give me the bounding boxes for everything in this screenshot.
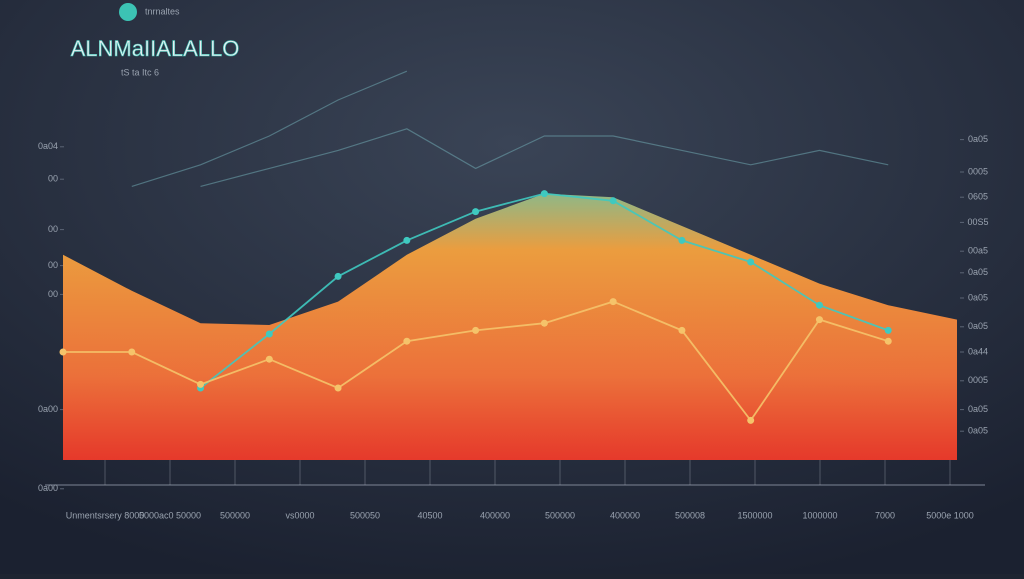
x-tick-label: 5000ac0 50000: [139, 510, 201, 520]
point: [747, 258, 755, 266]
x-tick-label: 500008: [675, 510, 705, 520]
y-tick-label: 0a04: [38, 141, 58, 151]
point: [197, 380, 205, 388]
point: [609, 197, 617, 205]
x-tick-label: 1500000: [737, 510, 772, 520]
x-tick-label: 500000: [545, 510, 575, 520]
point: [403, 236, 411, 244]
x-tick-label: 500050: [350, 510, 380, 520]
point: [59, 348, 67, 356]
y2-tick-label: 0a05: [968, 134, 988, 144]
x-tick-label: 400000: [610, 510, 640, 520]
y2-tick-label: 0a44: [968, 346, 988, 356]
point: [678, 326, 686, 334]
point: [815, 316, 823, 324]
point: [609, 298, 617, 306]
line: [200, 128, 889, 187]
point: [472, 208, 480, 216]
point: [472, 326, 480, 334]
y2-tick-label: 0005: [968, 166, 988, 176]
point: [540, 190, 548, 198]
y2-tick-label: 0a05: [968, 404, 988, 414]
y-tick-label: 00: [48, 174, 58, 184]
y-tick-label: 0a00: [38, 404, 58, 414]
x-tick-label: Unmentsrsery 8000: [66, 510, 145, 520]
x-tick-label: 400000: [480, 510, 510, 520]
chart-title: ALNMaIIALALLO: [71, 36, 240, 61]
line: [131, 70, 408, 187]
point: [884, 337, 892, 345]
x-tick-label: 7000: [875, 510, 895, 520]
point: [403, 337, 411, 345]
top-label: tnrnaltes: [145, 6, 180, 16]
x-tick-label: 40500: [417, 510, 442, 520]
x-tick-label: 5000e 1000: [926, 510, 974, 520]
x-tick-label: 1000000: [802, 510, 837, 520]
point: [334, 384, 342, 392]
point: [815, 301, 823, 309]
point: [128, 348, 136, 356]
y2-tick-label: 0a05: [968, 267, 988, 277]
point: [884, 326, 892, 334]
point: [540, 319, 548, 327]
chart-subtitle: tS ta Itc 6: [121, 67, 159, 77]
y2-tick-label: 0605: [968, 192, 988, 202]
point: [747, 416, 755, 424]
y2-tick-label: 00S5: [967, 217, 988, 227]
y-tick-label: 0a00: [38, 483, 58, 493]
y-tick-label: 00: [48, 289, 58, 299]
y2-tick-label: 0005: [968, 375, 988, 385]
point: [334, 272, 342, 280]
y2-tick-label: 0a05: [968, 321, 988, 331]
point: [678, 236, 686, 244]
y2-tick-label: 00a5: [968, 246, 988, 256]
x-tick-label: vs0000: [285, 510, 314, 520]
y2-tick-label: 0a05: [968, 292, 988, 302]
logo-icon: [119, 3, 137, 21]
y-tick-label: 00: [48, 224, 58, 234]
point: [265, 330, 273, 338]
point: [265, 355, 273, 363]
x-tick-label: 500000: [220, 510, 250, 520]
y-tick-label: 00: [48, 260, 58, 270]
y2-tick-label: 0a05: [968, 426, 988, 436]
